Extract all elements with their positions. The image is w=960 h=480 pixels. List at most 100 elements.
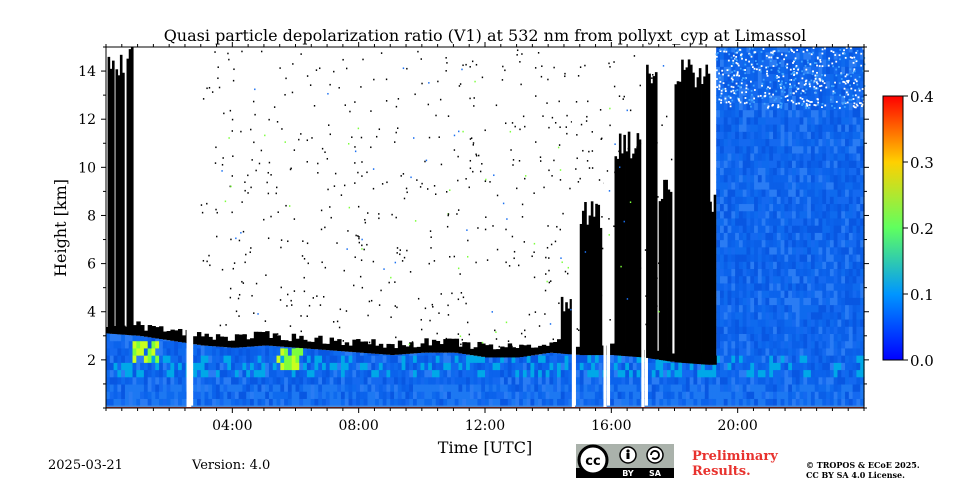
heatmap-cell	[742, 246, 748, 255]
heatmap-cell	[716, 239, 721, 248]
heatmap-cell	[742, 145, 748, 154]
heatmap-cell	[162, 369, 168, 378]
heatmap-cell	[674, 376, 679, 385]
heatmap-cell	[598, 369, 604, 378]
noise-speckle	[459, 335, 462, 338]
noise-speckle	[222, 157, 224, 159]
heatmap-cell	[735, 326, 740, 334]
heatmap-cell	[193, 383, 198, 392]
heatmap-cell	[769, 318, 774, 327]
noise-speckle	[719, 95, 722, 97]
heatmap-cell	[143, 336, 149, 342]
noise-speckle	[633, 212, 635, 214]
noise-speckle	[821, 65, 824, 68]
heatmap-cell	[818, 124, 823, 132]
heatmap-cell	[754, 210, 759, 219]
heatmap-cell	[788, 102, 793, 111]
heatmap-cell	[306, 398, 312, 407]
heatmap-cell	[155, 355, 160, 363]
heatmap-cell	[799, 59, 804, 67]
noise-speckle	[765, 66, 768, 69]
noise-speckle	[333, 185, 336, 187]
cloud-cell	[318, 335, 323, 350]
noise-speckle	[338, 326, 341, 329]
heatmap-cell	[257, 398, 262, 407]
heatmap-cell	[788, 188, 793, 197]
heatmap-cell	[837, 239, 842, 248]
heatmap-cell	[803, 131, 808, 140]
heatmap-cell	[333, 350, 338, 356]
heatmap-cell	[140, 398, 145, 407]
heatmap-cell	[860, 225, 865, 233]
noise-speckle	[620, 265, 622, 268]
heatmap-cell	[178, 391, 183, 399]
heatmap-cell	[848, 145, 854, 154]
noise-speckle	[832, 65, 835, 68]
cloud-cell	[439, 344, 444, 353]
heatmap-cell	[738, 290, 744, 298]
heatmap-cell	[757, 261, 763, 270]
heatmap-cell	[791, 261, 797, 270]
heatmap-cell	[113, 369, 118, 378]
heatmap-cell	[526, 362, 532, 371]
noise-speckle	[495, 338, 498, 340]
heatmap-cell	[754, 196, 759, 205]
heatmap-cell	[841, 181, 846, 190]
heatmap-cell	[784, 391, 789, 399]
heatmap-cell	[246, 369, 251, 378]
noise-speckle	[372, 168, 375, 170]
heatmap-cell	[784, 347, 789, 356]
heatmap-cell	[124, 383, 130, 392]
noise-speckle	[316, 295, 318, 297]
heatmap-cell	[814, 398, 820, 407]
heatmap-cell	[261, 362, 266, 371]
noise-speckle	[640, 267, 642, 270]
heatmap-cell	[723, 333, 729, 342]
cloud-cell	[458, 346, 463, 354]
noise-speckle	[797, 87, 800, 90]
heatmap-cell	[647, 383, 653, 392]
heatmap-cell	[803, 181, 808, 190]
noise-speckle	[584, 64, 586, 67]
cloud-cell	[526, 344, 532, 356]
heatmap-cell	[344, 391, 350, 399]
heatmap-cell	[295, 398, 300, 407]
heatmap-cell	[257, 369, 262, 378]
heatmap-cell	[318, 369, 323, 378]
heatmap-cell	[337, 355, 342, 363]
heatmap-cell	[485, 362, 490, 371]
heatmap-cell	[147, 337, 153, 342]
heatmap-cell	[708, 391, 713, 399]
heatmap-cell	[234, 383, 240, 392]
cloud-cell	[492, 349, 497, 358]
noise-speckle	[739, 49, 742, 51]
cloud-cell	[443, 339, 448, 353]
heatmap-cell	[261, 383, 266, 392]
heatmap-cell	[629, 362, 634, 371]
heatmap-cell	[738, 232, 744, 241]
heatmap-cell	[818, 383, 823, 392]
noise-speckle	[268, 161, 271, 164]
heatmap-cell	[765, 131, 770, 140]
heatmap-cell	[776, 210, 782, 219]
heatmap-cell	[773, 362, 778, 371]
heatmap-cell	[765, 59, 770, 67]
heatmap-cell	[837, 59, 842, 67]
heatmap-cell	[545, 369, 551, 378]
noise-speckle	[548, 257, 550, 259]
heatmap-cell	[719, 318, 725, 327]
heatmap-cell	[810, 188, 816, 197]
heatmap-cell	[822, 131, 827, 140]
cloud-cell	[253, 331, 259, 347]
noise-speckle	[797, 82, 800, 85]
noise-speckle	[740, 82, 743, 85]
heatmap-cell	[754, 160, 759, 168]
heatmap-cell	[280, 398, 285, 407]
noise-speckle	[242, 282, 245, 284]
heatmap-cell	[253, 369, 259, 378]
noise-speckle	[359, 275, 362, 278]
heatmap-cell	[488, 376, 494, 385]
heatmap-cell	[784, 326, 789, 334]
heatmap-cell	[716, 268, 721, 277]
heatmap-cell	[735, 102, 740, 111]
